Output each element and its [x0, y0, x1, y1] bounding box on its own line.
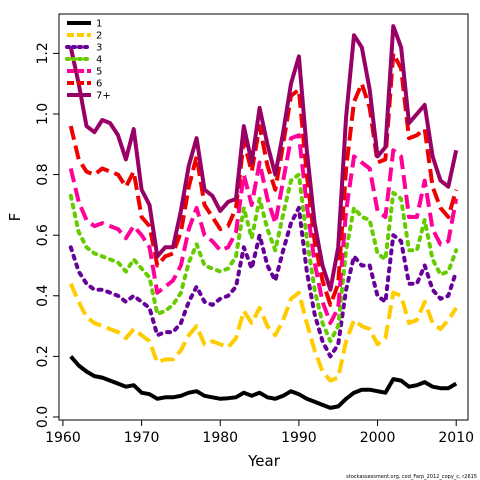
legend-label: 5: [96, 67, 102, 78]
legend-label: 3: [96, 43, 102, 54]
series-line-4: [68, 172, 459, 344]
y-tick-label: 0.0: [35, 406, 51, 428]
series-line-3: [68, 205, 459, 359]
y-tick-label: 0.2: [35, 345, 51, 367]
y-tick-label: 1.0: [35, 103, 51, 125]
x-tick-label: 1960: [45, 430, 81, 446]
series-line-7plus: [68, 24, 459, 292]
series-lines: [68, 24, 459, 410]
legend-label: 6: [96, 79, 102, 90]
legend-label: 2: [96, 31, 102, 42]
y-tick-label: 0.8: [35, 163, 51, 185]
x-tick-label: 2010: [438, 430, 474, 446]
x-tick-label: 1970: [124, 430, 160, 446]
x-tick-label: 2000: [360, 430, 396, 446]
y-tick-label: 1.2: [35, 42, 51, 64]
series-line-2: [68, 282, 458, 383]
x-tick-label: 1980: [202, 430, 238, 446]
legend-label: 1: [96, 19, 102, 30]
x-axis-label: Year: [247, 452, 281, 470]
series-line-6: [68, 51, 459, 307]
y-tick-label: 0.6: [35, 224, 51, 246]
plot-frame: [58, 13, 469, 421]
y-axis: 0.0 0.2 0.4 0.6 0.8 1.0 1.2: [35, 42, 59, 428]
legend-label: 4: [96, 55, 102, 66]
y-axis-label: F: [6, 213, 24, 222]
series-line-1: [69, 355, 458, 410]
y-tick-label: 0.4: [35, 285, 51, 307]
legend-label: 7+: [96, 91, 111, 102]
x-tick-label: 1990: [281, 430, 317, 446]
x-axis: 1960 1970 1980 1990 2000 2010: [45, 420, 474, 446]
series-line-5: [68, 133, 459, 325]
footer-note: stockassessment.org, cod_Farp_2012_copy_…: [346, 474, 477, 480]
